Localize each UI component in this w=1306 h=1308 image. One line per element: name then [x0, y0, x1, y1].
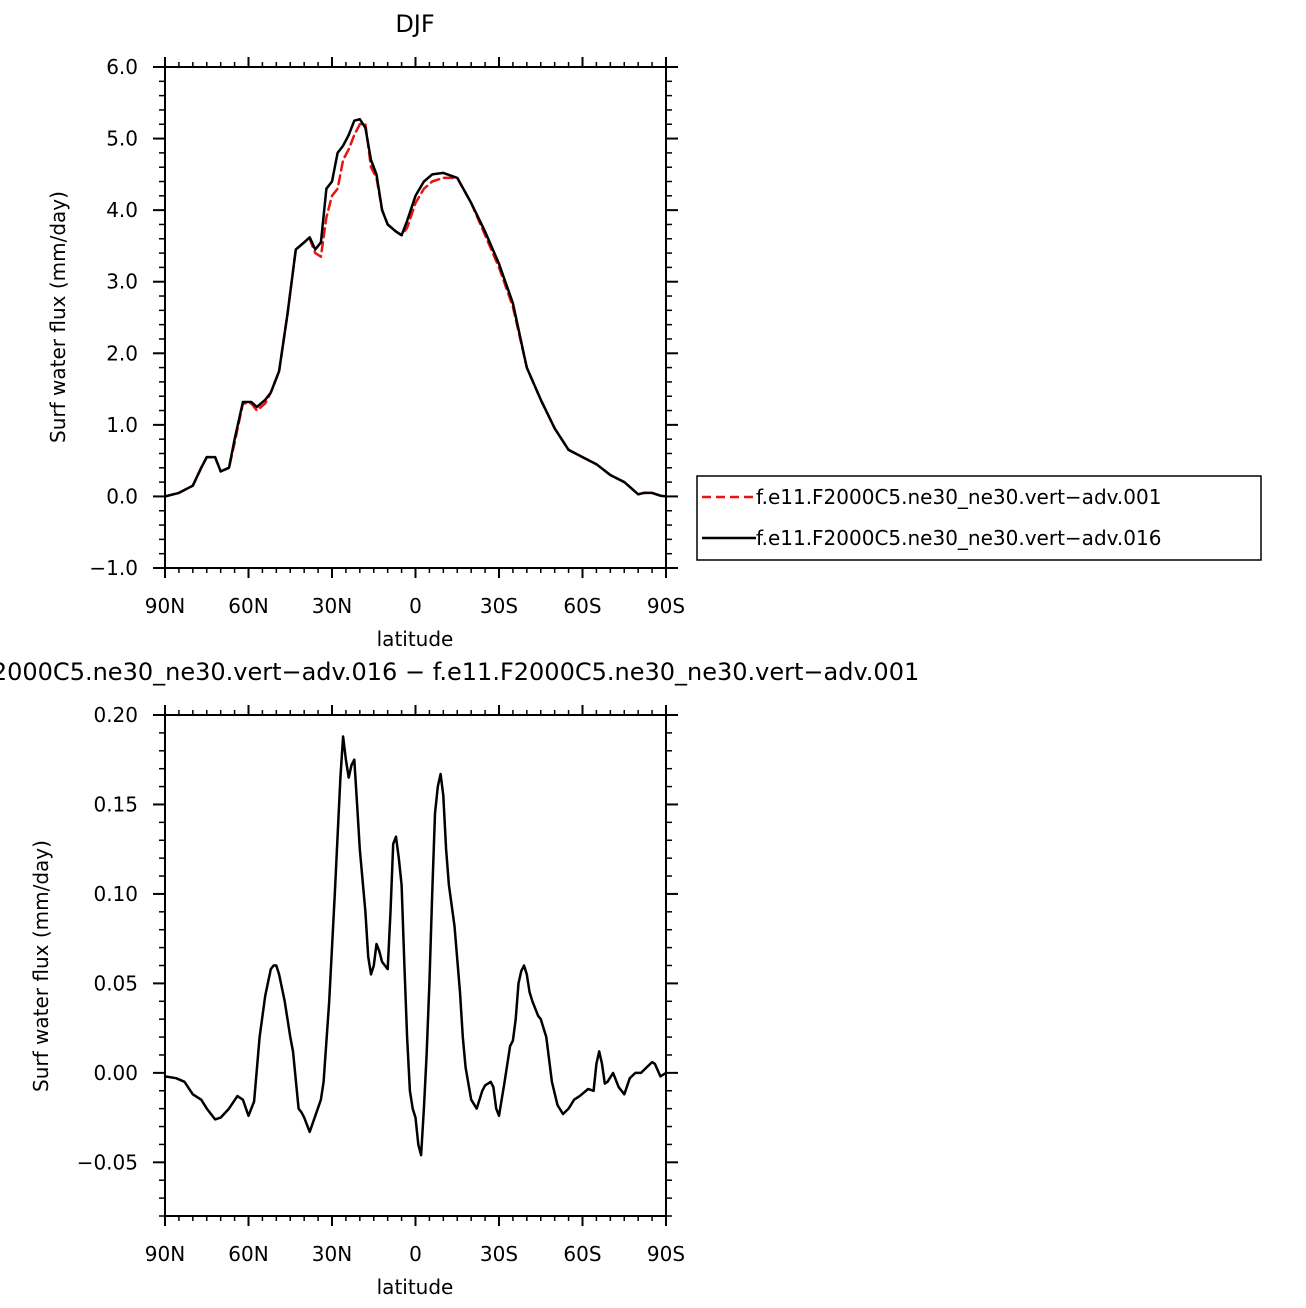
bottom-series-line-0: [163, 735, 668, 1157]
top-x-tick-label: 30S: [480, 594, 518, 618]
bottom-x-tick-label: 60S: [563, 1242, 601, 1266]
bottom-chart-title: f.e11.F2000C5.ne30_ne30.vert−adv.016 − f…: [0, 658, 919, 686]
bottom-plot-frame: [164, 714, 667, 1217]
bottom-y-tick-label: 0.00: [93, 1061, 138, 1085]
top-y-tick-label: 3.0: [106, 270, 138, 294]
top-series-lines: [163, 117, 668, 498]
bottom-y-tick-labels: −0.05 0.00 0.05 0.10 0.15 0.20: [77, 703, 138, 1174]
bottom-chart-ylabel: Surf water flux (mm/day): [29, 840, 53, 1092]
top-chart-xlabel: latitude: [377, 627, 454, 651]
top-x-tick-label: 90N: [145, 594, 185, 618]
top-series-line-1: [163, 117, 668, 498]
bottom-x-tick-label: 30N: [312, 1242, 352, 1266]
bottom-tick-marks: [153, 705, 678, 1226]
top-x-tick-label: 90S: [647, 594, 685, 618]
bottom-x-tick-label: 90S: [647, 1242, 685, 1266]
legend-box: [696, 475, 1262, 561]
legend-label-series-016: f.e11.F2000C5.ne30_ne30.vert−adv.016: [756, 526, 1161, 550]
top-x-tick-label: 0: [409, 594, 422, 618]
bottom-x-tick-label: 30S: [480, 1242, 518, 1266]
bottom-y-tick-label: 0.05: [93, 971, 138, 995]
top-tick-marks: [153, 57, 678, 578]
top-y-tick-label: 5.0: [106, 127, 138, 151]
bottom-y-tick-label: 0.20: [93, 703, 138, 727]
top-x-tick-label: 30N: [312, 594, 352, 618]
bottom-panel: f.e11.F2000C5.ne30_ne30.vert−adv.016 − f…: [0, 658, 919, 1299]
top-series-line-0: [163, 123, 668, 498]
top-y-tick-label: 4.0: [106, 198, 138, 222]
top-chart-ylabel: Surf water flux (mm/day): [46, 191, 70, 443]
top-y-tick-label: 1.0: [106, 413, 138, 437]
bottom-x-tick-label: 60N: [228, 1242, 268, 1266]
top-plot-frame: [164, 66, 667, 569]
bottom-x-tick-labels: 90N 60N 30N 0 30S 60S 90S: [145, 1242, 685, 1266]
top-x-tick-label: 60S: [563, 594, 601, 618]
legend: f.e11.F2000C5.ne30_ne30.vert−adv.001 f.e…: [696, 475, 1262, 561]
top-y-tick-label: 6.0: [106, 55, 138, 79]
bottom-y-tick-label: −0.05: [77, 1150, 138, 1174]
top-x-tick-label: 60N: [228, 594, 268, 618]
top-panel: DJF Surf water flux (mm/day) latitude 90…: [46, 10, 685, 651]
bottom-y-tick-label: 0.10: [93, 882, 138, 906]
top-y-tick-label: 2.0: [106, 341, 138, 365]
top-y-tick-label: −1.0: [89, 556, 138, 580]
bottom-y-tick-label: 0.15: [93, 792, 138, 816]
top-y-tick-label: 0.0: [106, 484, 138, 508]
bottom-x-tick-label: 90N: [145, 1242, 185, 1266]
top-x-tick-labels: 90N 60N 30N 0 30S 60S 90S: [145, 594, 685, 618]
bottom-chart-xlabel: latitude: [377, 1275, 454, 1299]
bottom-x-tick-label: 0: [409, 1242, 422, 1266]
legend-label-series-001: f.e11.F2000C5.ne30_ne30.vert−adv.001: [756, 485, 1161, 509]
top-chart-title: DJF: [395, 10, 434, 38]
bottom-series-lines: [163, 735, 668, 1157]
top-y-tick-labels: −1.0 0.0 1.0 2.0 3.0 4.0 5.0 6.0: [89, 55, 138, 580]
